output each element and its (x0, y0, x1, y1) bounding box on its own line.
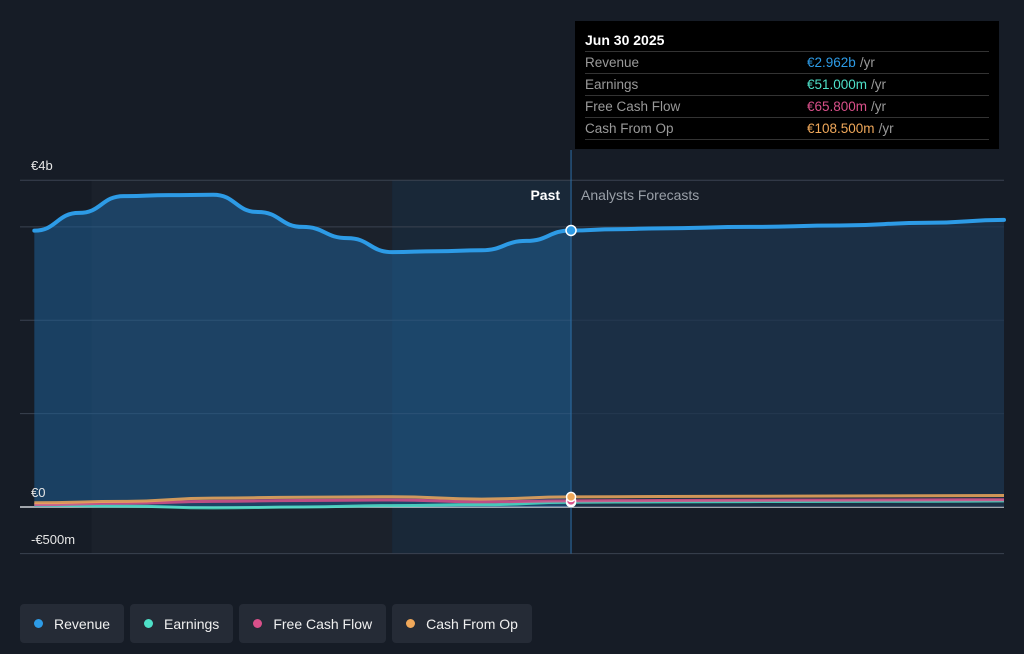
y-tick-label: €4b (31, 158, 53, 173)
revenue-area-forecast (571, 219, 1004, 507)
chart-area: €4b€0-€500m20232024202520262027PastAnaly… (20, 150, 1006, 555)
series-line-free-cash-flow (34, 498, 1005, 507)
tooltip-name: Revenue (585, 55, 640, 70)
legend-item-free-cash-flow[interactable]: Free Cash Flow (239, 604, 387, 643)
legend-item-revenue[interactable]: Revenue (20, 604, 125, 643)
y-tick-label: €0 (31, 485, 45, 500)
legend-item-earnings[interactable]: Earnings (130, 604, 234, 643)
tooltip-unit: /yr (878, 121, 894, 136)
past-label: Past (530, 187, 560, 203)
forecast-label: Analysts Forecasts (581, 187, 699, 203)
tooltip-name: Free Cash Flow (585, 99, 681, 114)
legend-dot-icon (253, 619, 263, 628)
revenue-area-past (34, 194, 572, 507)
tooltip-value: €65.800m (807, 99, 868, 114)
legend-label: Free Cash Flow (273, 615, 373, 632)
legend-dot-icon (34, 619, 43, 628)
tooltip-name: Cash From Op (585, 121, 674, 136)
legend-label: Revenue (54, 615, 111, 632)
tooltip-value: €2.962b (807, 55, 856, 70)
legend-item-cash-from-op[interactable]: Cash From Op (392, 604, 532, 643)
tooltip-unit: /yr (871, 99, 887, 114)
tooltip: Jun 30 2025 Revenue €2.962b /yr Earnings… (575, 21, 999, 149)
tooltip-value: €51.000m (807, 77, 868, 92)
series-line-cash-from-op (34, 494, 1005, 505)
legend-dot-icon (406, 619, 416, 628)
legend-label: Cash From Op (426, 615, 518, 632)
tooltip-row-revenue: Revenue €2.962b /yr (585, 51, 989, 73)
tooltip-row-free-cash-flow: Free Cash Flow €65.800m /yr (585, 95, 989, 117)
series-line-revenue (32, 192, 1006, 255)
tooltip-unit: /yr (871, 77, 887, 92)
tooltip-name: Earnings (585, 77, 639, 92)
tooltip-row-earnings: Earnings €51.000m /yr (585, 73, 989, 95)
y-tick-label: -€500m (31, 532, 75, 547)
legend: Revenue Earnings Free Cash Flow Cash Fro… (20, 604, 532, 643)
present-point-cash-from-op (565, 491, 577, 503)
tooltip-date: Jun 30 2025 (585, 32, 665, 48)
present-point-revenue (565, 224, 577, 237)
legend-label: Earnings (164, 615, 220, 632)
tooltip-value: €108.500m (807, 121, 875, 136)
legend-dot-icon (144, 619, 154, 628)
tooltip-row-cash-from-op: Cash From Op €108.500m /yr (585, 117, 989, 140)
tooltip-unit: /yr (859, 55, 875, 70)
